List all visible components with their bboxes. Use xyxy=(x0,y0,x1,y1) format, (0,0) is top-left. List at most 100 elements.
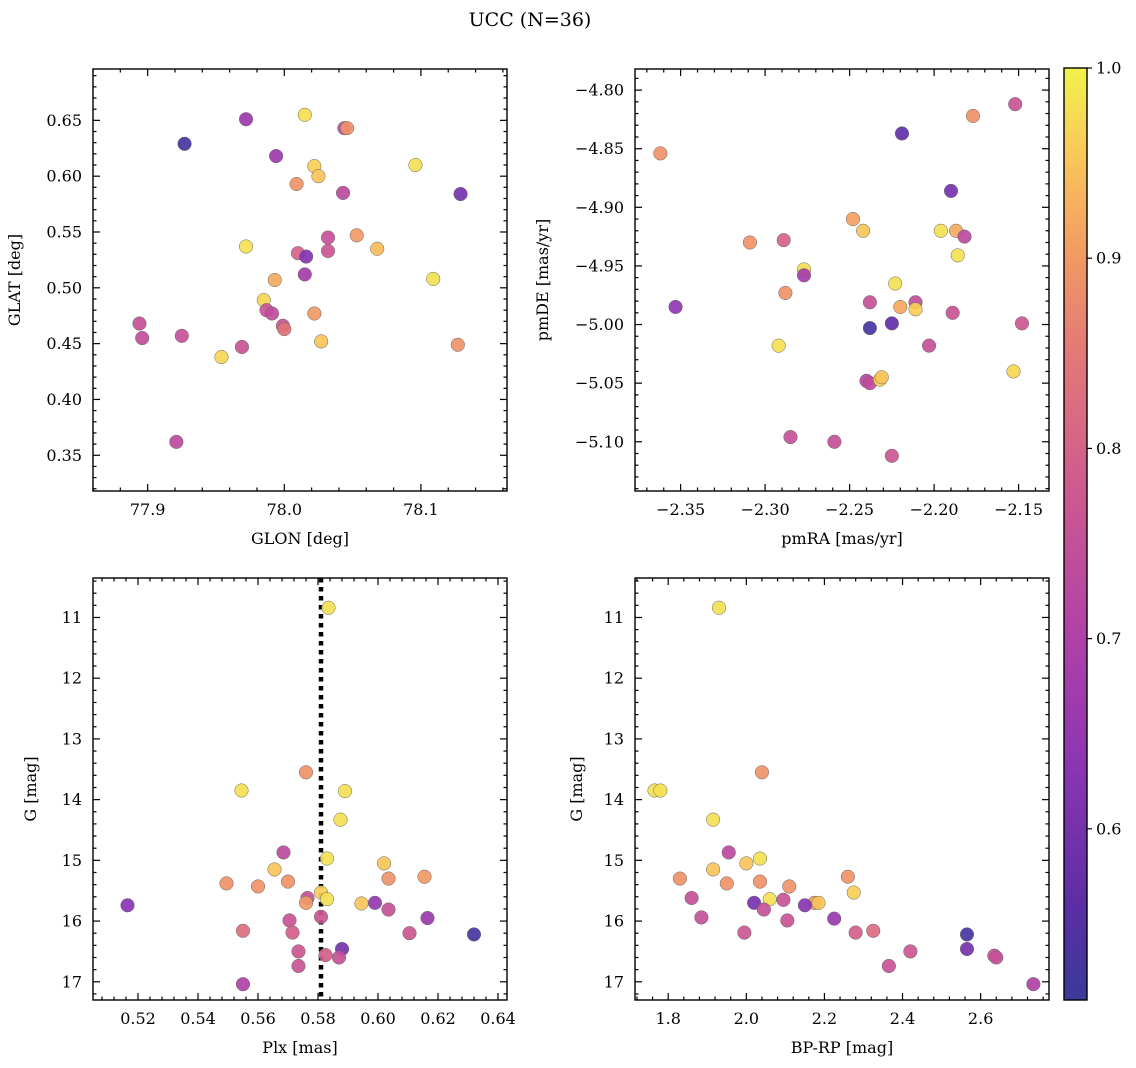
y-tick-label: 13 xyxy=(62,729,82,748)
scatter-point xyxy=(238,239,254,254)
colorbar-tick-label: 0.6 xyxy=(1096,819,1121,838)
scatter-point xyxy=(234,339,249,355)
scatter-point xyxy=(846,885,861,900)
scatter-point xyxy=(426,271,441,286)
scatter-point xyxy=(778,285,793,300)
scatter-point xyxy=(862,295,877,310)
colorbar: 0.6 0.7 0.8 0.9 1.0 xyxy=(1063,59,1121,1001)
scatter-point xyxy=(706,812,721,827)
scatter-point xyxy=(291,958,306,974)
scatter-point xyxy=(894,126,910,141)
x-tick-label: −2.30 xyxy=(741,500,790,519)
x-tick-label: 2.4 xyxy=(890,1009,915,1028)
scatter-point xyxy=(267,272,282,288)
scatter-points xyxy=(647,600,1041,992)
scatter-point xyxy=(320,243,336,259)
scatter-point xyxy=(381,902,396,917)
scatter-point xyxy=(314,334,329,349)
scatter-point xyxy=(381,871,396,886)
scatter-point xyxy=(756,902,771,917)
scatter-point xyxy=(782,879,797,894)
colorbar-tick-label: 0.8 xyxy=(1096,439,1121,458)
y-tick-label: 17 xyxy=(604,972,624,991)
scatter-point xyxy=(921,338,937,353)
scatter-point xyxy=(174,328,189,343)
y-tick-label: 15 xyxy=(604,851,624,870)
scatter-point xyxy=(827,911,842,926)
scatter-point xyxy=(840,869,855,884)
scatter-point xyxy=(370,241,385,256)
scatter-point xyxy=(950,248,965,263)
scatter-point xyxy=(238,112,254,127)
y-tick-label: 16 xyxy=(604,912,624,931)
pm-panel: −2.35 −2.30 −2.25 −2.20 −2.15 −5.10 −5.05 −5.00… xyxy=(533,68,1050,548)
scatter-point xyxy=(754,765,769,780)
scatter-panels: 77.9 78.0 78.1 0.35 0.40 0.45 0.50 0.55 0.60 0.65… xyxy=(5,68,1050,1057)
scatter-point xyxy=(721,845,736,860)
scatter-point xyxy=(234,783,249,798)
y-axis-label: pmDE [mas/yr] xyxy=(533,219,552,342)
scatter-point xyxy=(354,896,369,911)
scatter-point xyxy=(752,851,768,866)
scatter-points xyxy=(132,107,468,449)
x-tick-label: 77.9 xyxy=(130,500,166,519)
figure-title: UCC (N=36) xyxy=(469,9,592,31)
scatter-point xyxy=(845,211,861,227)
scatter-point xyxy=(711,600,727,615)
y-tick-label: 0.60 xyxy=(46,167,82,186)
scatter-point xyxy=(276,845,291,860)
scatter-point xyxy=(367,895,383,910)
scatter-point xyxy=(881,958,896,974)
y-tick-label: −4.90 xyxy=(575,198,624,217)
scatter-point xyxy=(866,923,881,938)
x-axis-label: GLON [deg] xyxy=(251,529,349,548)
scatter-point xyxy=(337,784,353,799)
scatter-point xyxy=(307,306,322,321)
scatter-point xyxy=(694,910,709,925)
y-axis-label: G [mag] xyxy=(567,756,586,821)
scatter-point xyxy=(742,235,757,250)
colorbar-gradient xyxy=(1064,68,1087,1000)
scatter-point xyxy=(862,321,877,336)
scatter-point xyxy=(780,913,795,928)
y-axis-label: G [mag] xyxy=(21,756,40,821)
y-tick-label: −5.10 xyxy=(575,432,624,451)
scatter-point xyxy=(235,923,251,938)
axes-frame xyxy=(634,68,1050,492)
scatter-point xyxy=(672,871,687,886)
scatter-point xyxy=(169,434,184,449)
scatter-point xyxy=(318,948,333,963)
scatter-point xyxy=(797,898,812,913)
scatter-point xyxy=(298,895,314,910)
x-tick-label: 78.0 xyxy=(266,500,302,519)
y-tick-label: 0.55 xyxy=(46,222,82,241)
scatter-point xyxy=(908,302,923,317)
scatter-point xyxy=(959,927,975,942)
scatter-point xyxy=(320,230,336,245)
x-tick-label: 2.2 xyxy=(812,1009,837,1028)
scatter-point xyxy=(945,305,960,320)
scatter-point xyxy=(466,927,482,942)
y-tick-label: 13 xyxy=(604,729,624,748)
y-tick-label: 16 xyxy=(62,912,82,931)
scatter-point xyxy=(776,892,791,907)
axes-frame xyxy=(634,577,1050,1001)
scatter-point xyxy=(335,185,351,200)
scatter-point xyxy=(120,898,135,913)
y-tick-label: −5.00 xyxy=(575,315,624,334)
y-tick-label: 15 xyxy=(62,851,82,870)
scatter-point xyxy=(989,950,1004,965)
scatter-point xyxy=(848,925,863,940)
scatter-point xyxy=(653,146,668,161)
glon-glat-panel: 77.9 78.0 78.1 0.35 0.40 0.45 0.50 0.55 0.60 0.65… xyxy=(5,68,508,548)
y-tick-label: 0.45 xyxy=(46,334,82,353)
scatter-point xyxy=(739,856,754,871)
scatter-point xyxy=(313,909,329,924)
x-tick-label: 0.54 xyxy=(180,1009,216,1028)
scatter-point xyxy=(340,121,355,136)
y-tick-label: −4.95 xyxy=(575,256,624,275)
scatter-point xyxy=(135,331,150,346)
scatter-point xyxy=(888,276,903,291)
scatter-point xyxy=(264,306,280,321)
